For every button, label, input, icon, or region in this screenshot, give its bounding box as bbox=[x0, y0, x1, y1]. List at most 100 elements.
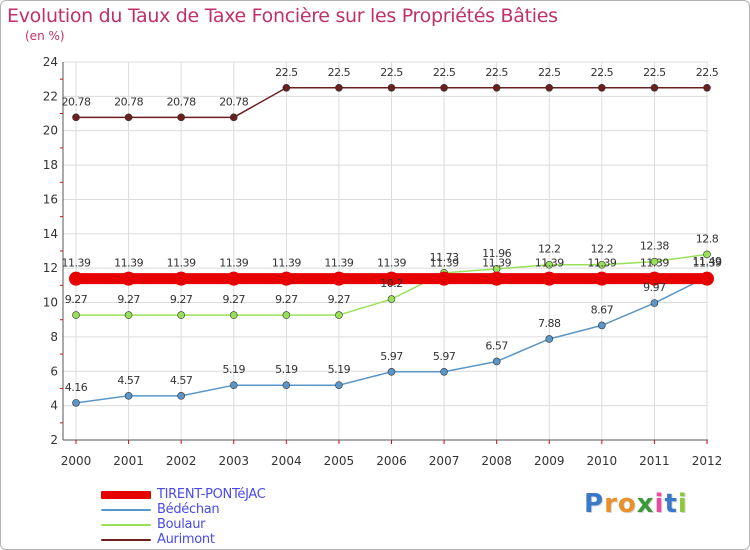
data-label: 12.2 bbox=[591, 243, 614, 256]
data-point bbox=[440, 83, 448, 92]
logo-letter: x bbox=[636, 489, 655, 519]
data-point bbox=[69, 271, 83, 286]
data-point bbox=[226, 271, 241, 286]
data-label: 11.39 bbox=[535, 257, 564, 270]
data-label: 5.19 bbox=[275, 363, 298, 376]
data-label: 9.27 bbox=[170, 293, 193, 306]
y-tick-label: 2 bbox=[50, 433, 58, 447]
legend-label: Boulaur bbox=[157, 517, 206, 532]
data-point bbox=[545, 335, 554, 343]
data-label: 5.19 bbox=[328, 363, 351, 376]
chart-subtitle: (en %) bbox=[25, 29, 65, 43]
x-tick-label: 2009 bbox=[534, 454, 565, 468]
data-point bbox=[492, 83, 501, 92]
data-point bbox=[229, 311, 238, 319]
data-point bbox=[282, 83, 291, 92]
data-label: 11.39 bbox=[482, 257, 511, 270]
data-label: 11.39 bbox=[640, 257, 669, 270]
data-label: 22.5 bbox=[275, 66, 298, 79]
data-label: 11.39 bbox=[430, 257, 459, 270]
x-tick-label: 2006 bbox=[376, 454, 407, 468]
data-point bbox=[650, 299, 659, 307]
data-label: 22.5 bbox=[538, 66, 561, 79]
data-point bbox=[437, 271, 452, 286]
y-tick-label: 14 bbox=[43, 227, 58, 241]
legend-item-boulaur[interactable]: Boulaur bbox=[101, 517, 266, 532]
data-label: 9.27 bbox=[328, 293, 351, 306]
data-label: 11.39 bbox=[272, 257, 301, 270]
data-point bbox=[594, 271, 609, 286]
logo-letter: o bbox=[617, 489, 637, 519]
data-label: 4.57 bbox=[170, 374, 193, 387]
data-point bbox=[650, 257, 659, 266]
x-tick-label: 2001 bbox=[113, 454, 144, 468]
legend-item-aurimont[interactable]: Aurimont bbox=[101, 532, 266, 547]
data-point bbox=[72, 399, 80, 407]
data-point bbox=[489, 271, 504, 286]
data-point bbox=[542, 271, 557, 286]
data-label: 20.78 bbox=[114, 95, 143, 108]
data-label: 22.5 bbox=[380, 66, 403, 79]
data-label: 9.27 bbox=[275, 293, 298, 306]
legend: TIRENT-PONTéJAC Bédéchan Boulaur Aurimon… bbox=[101, 487, 266, 547]
data-label: 22.5 bbox=[643, 66, 666, 79]
y-tick-label: 24 bbox=[43, 55, 58, 69]
data-point bbox=[121, 271, 136, 286]
data-label: 5.97 bbox=[380, 350, 403, 363]
y-tick-label: 12 bbox=[43, 261, 58, 275]
data-point bbox=[598, 83, 606, 92]
x-tick-label: 2007 bbox=[429, 454, 460, 468]
x-tick-label: 2002 bbox=[166, 454, 197, 468]
legend-item-bedechan[interactable]: Bédéchan bbox=[101, 502, 266, 517]
data-point bbox=[174, 271, 189, 286]
data-label: 11.39 bbox=[219, 257, 248, 270]
proxiti-logo: Proxiti bbox=[584, 489, 688, 519]
data-point bbox=[700, 271, 714, 286]
x-tick-label: 2005 bbox=[324, 454, 355, 468]
logo-letter: r bbox=[604, 489, 618, 519]
data-label: 9.27 bbox=[117, 293, 140, 306]
data-label: 11.39 bbox=[693, 257, 722, 270]
legend-item-tirent-pontejac[interactable]: TIRENT-PONTéJAC bbox=[101, 487, 266, 502]
data-label: 11.39 bbox=[324, 257, 353, 270]
data-label: 11.39 bbox=[377, 257, 406, 270]
y-tick-label: 10 bbox=[43, 296, 58, 310]
data-label: 4.57 bbox=[117, 374, 140, 387]
y-tick-label: 20 bbox=[43, 124, 58, 138]
data-point bbox=[647, 271, 662, 286]
series-layer bbox=[69, 83, 714, 407]
data-point bbox=[335, 311, 343, 319]
y-tick-label: 16 bbox=[43, 192, 58, 206]
data-label: 22.5 bbox=[328, 66, 351, 79]
y-tick-label: 18 bbox=[43, 158, 58, 172]
logo-letter: i bbox=[677, 489, 688, 519]
data-point bbox=[545, 83, 554, 92]
data-point bbox=[384, 271, 399, 286]
data-point bbox=[124, 311, 133, 319]
data-label: 7.88 bbox=[538, 317, 561, 330]
data-point bbox=[177, 311, 185, 319]
y-tick-label: 22 bbox=[43, 89, 58, 103]
data-label: 5.19 bbox=[223, 363, 246, 376]
x-tick-label: 2003 bbox=[218, 454, 249, 468]
data-point bbox=[177, 113, 185, 122]
data-label: 11.49 bbox=[693, 255, 722, 268]
legend-label: TIRENT-PONTéJAC bbox=[157, 487, 266, 502]
data-label: 20.78 bbox=[62, 95, 91, 108]
legend-swatch bbox=[101, 538, 151, 541]
data-label: 9.27 bbox=[223, 293, 246, 306]
data-label: 12.8 bbox=[696, 232, 719, 245]
data-label: 20.78 bbox=[167, 95, 196, 108]
legend-swatch bbox=[101, 508, 151, 511]
x-tick-label: 2000 bbox=[61, 454, 92, 468]
logo-letter: i bbox=[654, 489, 665, 519]
data-label: 11.39 bbox=[62, 257, 91, 270]
x-tick-label: 2008 bbox=[481, 454, 512, 468]
data-label: 22.5 bbox=[696, 66, 719, 79]
data-point bbox=[72, 113, 80, 122]
data-point bbox=[335, 83, 343, 92]
data-label: 4.16 bbox=[65, 381, 88, 394]
